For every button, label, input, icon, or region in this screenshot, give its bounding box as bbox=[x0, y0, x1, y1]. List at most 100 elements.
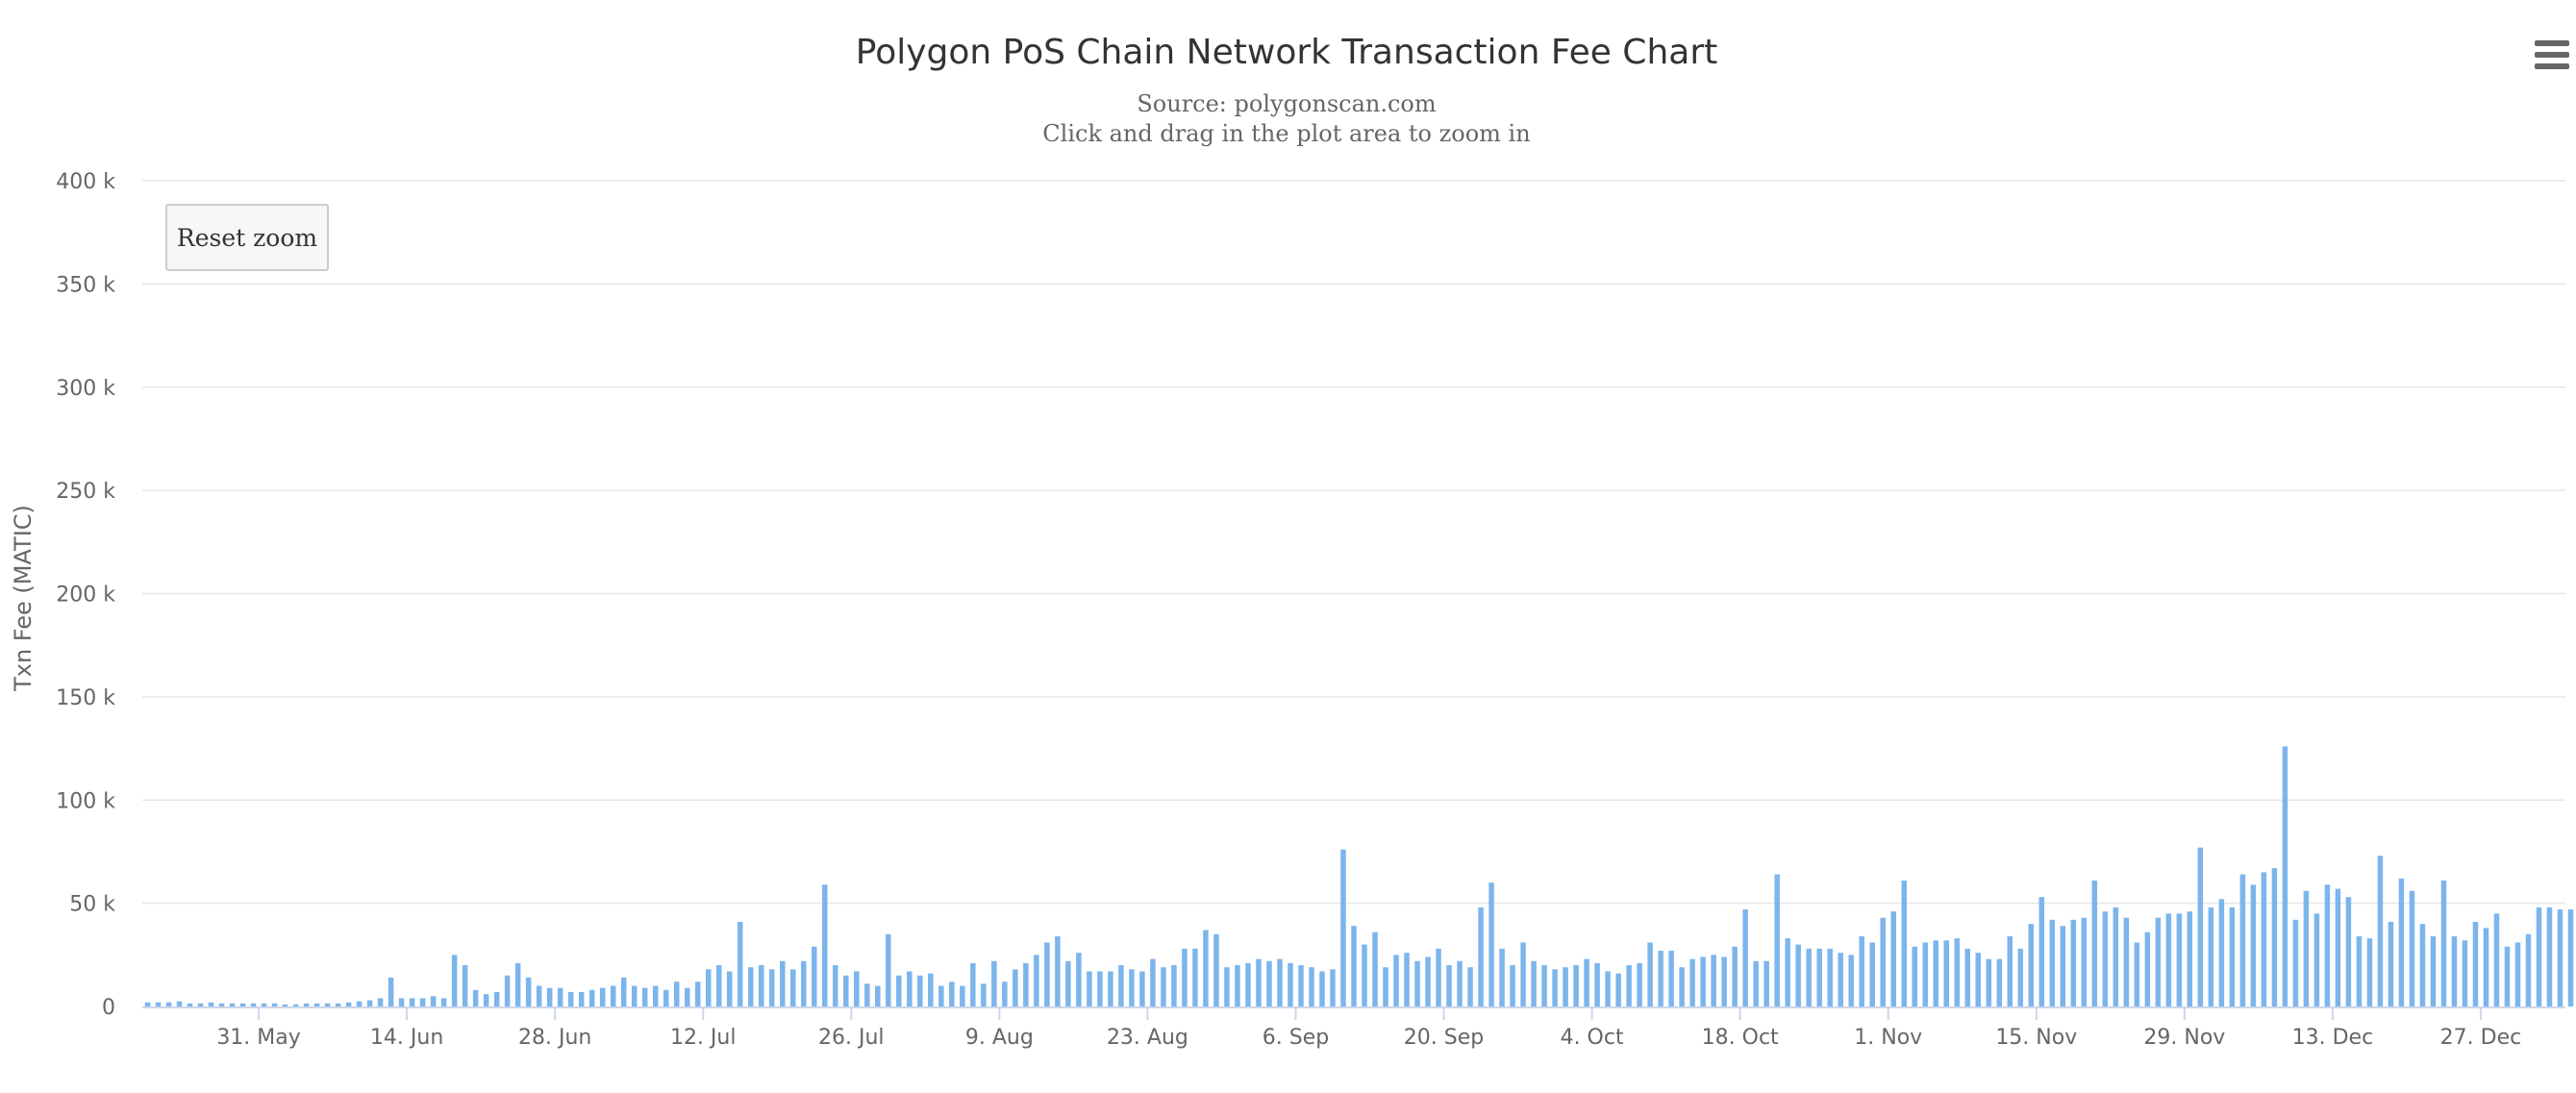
fee-bar[interactable] bbox=[1573, 965, 1579, 1006]
fee-bar[interactable] bbox=[1192, 948, 1198, 1006]
fee-bar[interactable] bbox=[567, 991, 574, 1006]
fee-bar[interactable] bbox=[1298, 965, 1304, 1006]
fee-bar[interactable] bbox=[1129, 969, 1135, 1006]
fee-bar[interactable] bbox=[2472, 921, 2479, 1006]
fee-bar[interactable] bbox=[2250, 884, 2257, 1006]
fee-bar[interactable] bbox=[854, 971, 860, 1006]
fee-bar[interactable] bbox=[2239, 874, 2246, 1006]
fee-bar[interactable] bbox=[2567, 909, 2574, 1006]
fee-bar[interactable] bbox=[197, 1003, 204, 1006]
fee-bar[interactable] bbox=[2303, 890, 2310, 1006]
fee-bar[interactable] bbox=[208, 1002, 214, 1006]
fee-bar[interactable] bbox=[1256, 958, 1262, 1006]
fee-bar[interactable] bbox=[2028, 924, 2035, 1006]
fee-bar[interactable] bbox=[1319, 971, 1325, 1006]
fee-bar[interactable] bbox=[1943, 940, 1949, 1006]
fee-bar[interactable] bbox=[2229, 907, 2236, 1006]
fee-bar[interactable] bbox=[620, 977, 627, 1006]
fee-bar[interactable] bbox=[282, 1004, 288, 1006]
fee-bar[interactable] bbox=[1245, 962, 1251, 1006]
fee-bar[interactable] bbox=[790, 969, 796, 1006]
fee-bar[interactable] bbox=[1594, 962, 1600, 1006]
fee-bar[interactable] bbox=[1711, 955, 1716, 1006]
fee-bar[interactable] bbox=[2123, 917, 2130, 1006]
fee-bar[interactable] bbox=[229, 1003, 236, 1006]
fee-bar[interactable] bbox=[843, 975, 849, 1006]
fee-bar[interactable] bbox=[176, 1001, 183, 1006]
fee-bar[interactable] bbox=[2398, 878, 2405, 1006]
fee-bar[interactable] bbox=[2134, 942, 2140, 1006]
fee-bar[interactable] bbox=[1732, 946, 1738, 1006]
fee-bar[interactable] bbox=[2451, 935, 2458, 1006]
fee-bar[interactable] bbox=[1848, 955, 1854, 1006]
fee-bar[interactable] bbox=[2546, 907, 2553, 1006]
fee-bar[interactable] bbox=[504, 975, 511, 1006]
fee-bar[interactable] bbox=[1816, 948, 1822, 1006]
fee-bar[interactable] bbox=[165, 1002, 172, 1006]
fee-bar[interactable] bbox=[938, 985, 944, 1006]
fee-bar[interactable] bbox=[2504, 946, 2511, 1006]
fee-bar[interactable] bbox=[2292, 919, 2299, 1006]
fee-bar[interactable] bbox=[1753, 960, 1759, 1006]
fee-bar[interactable] bbox=[1605, 971, 1611, 1006]
fee-bar[interactable] bbox=[388, 977, 394, 1006]
fee-bar[interactable] bbox=[1118, 965, 1124, 1006]
fee-bar[interactable] bbox=[1097, 971, 1103, 1006]
fee-bar[interactable] bbox=[1668, 951, 1674, 1006]
fee-bar[interactable] bbox=[1457, 960, 1463, 1006]
fee-bar[interactable] bbox=[641, 987, 648, 1006]
fee-bar[interactable] bbox=[313, 1003, 320, 1006]
fee-bar[interactable] bbox=[896, 975, 902, 1006]
fee-bar[interactable] bbox=[2324, 884, 2331, 1006]
fee-bar[interactable] bbox=[1922, 942, 1928, 1006]
fee-bar[interactable] bbox=[419, 998, 426, 1006]
fee-bar[interactable] bbox=[536, 985, 542, 1006]
fee-bar[interactable] bbox=[366, 1000, 373, 1006]
fee-bar[interactable] bbox=[2388, 921, 2394, 1006]
fee-bar[interactable] bbox=[801, 960, 807, 1006]
fee-bar[interactable] bbox=[2102, 911, 2109, 1006]
fee-bar[interactable] bbox=[1795, 944, 1801, 1006]
fee-bar[interactable] bbox=[1235, 965, 1240, 1006]
fee-bar[interactable] bbox=[1330, 969, 1336, 1006]
fee-bar[interactable] bbox=[833, 965, 838, 1006]
fee-bar[interactable] bbox=[738, 921, 743, 1006]
fee-bar[interactable] bbox=[2070, 919, 2077, 1006]
fee-bar[interactable] bbox=[1689, 958, 1695, 1006]
fee-bar[interactable] bbox=[970, 962, 976, 1006]
fee-bar[interactable] bbox=[812, 946, 817, 1006]
fee-bar[interactable] bbox=[2557, 909, 2563, 1006]
fee-bar[interactable] bbox=[462, 965, 468, 1006]
fee-bar[interactable] bbox=[1351, 926, 1357, 1006]
fee-bar[interactable] bbox=[1880, 917, 1886, 1006]
fee-bar[interactable] bbox=[2197, 847, 2204, 1006]
fee-bar[interactable] bbox=[1890, 911, 1896, 1006]
fee-bar[interactable] bbox=[1785, 938, 1790, 1006]
fee-bar[interactable] bbox=[2335, 888, 2341, 1006]
fee-bar[interactable] bbox=[2409, 890, 2415, 1006]
fee-bar[interactable] bbox=[917, 975, 923, 1006]
fee-bar[interactable] bbox=[440, 998, 447, 1006]
fee-bar[interactable] bbox=[2091, 881, 2098, 1006]
fee-bar[interactable] bbox=[1541, 965, 1547, 1006]
fee-bar[interactable] bbox=[2208, 907, 2214, 1006]
fee-bar[interactable] bbox=[1838, 953, 1843, 1006]
fee-bar[interactable] bbox=[886, 933, 891, 1006]
fee-bar[interactable] bbox=[1372, 932, 1378, 1006]
fee-bar[interactable] bbox=[1626, 965, 1632, 1006]
fee-bar[interactable] bbox=[483, 994, 489, 1006]
fee-bar[interactable] bbox=[2377, 856, 2384, 1006]
fee-bar[interactable] bbox=[1615, 973, 1621, 1006]
fee-bar[interactable] bbox=[1436, 948, 1441, 1006]
fee-bar[interactable] bbox=[1171, 965, 1177, 1006]
fee-bar[interactable] bbox=[1002, 981, 1008, 1006]
fee-bar[interactable] bbox=[1266, 960, 1272, 1006]
fee-bar[interactable] bbox=[2356, 935, 2363, 1006]
fee-bar[interactable] bbox=[1488, 882, 1494, 1006]
fee-bar[interactable] bbox=[2007, 935, 2013, 1006]
fee-bar[interactable] bbox=[514, 962, 521, 1006]
fee-bar[interactable] bbox=[2017, 948, 2024, 1006]
fee-bar[interactable] bbox=[1859, 935, 1864, 1006]
fee-bar[interactable] bbox=[525, 977, 532, 1006]
